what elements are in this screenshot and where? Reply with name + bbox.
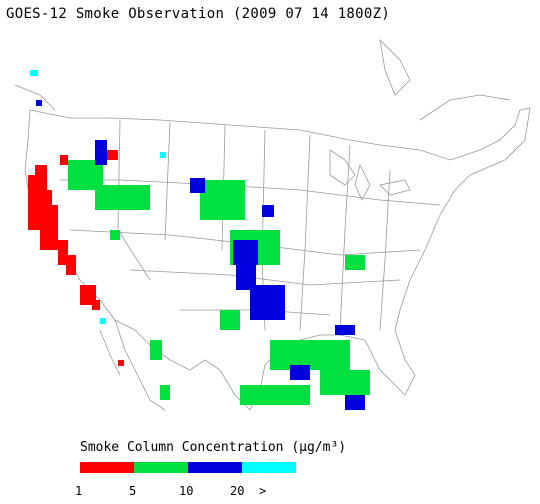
legend-tick: > <box>259 484 267 498</box>
legend-title: Smoke Column Concentration (μg/m³) <box>80 440 347 455</box>
smoke-overlay <box>28 70 370 410</box>
legend-tick: 10 <box>179 484 194 498</box>
legend-color-bar <box>80 462 296 473</box>
legend-tick: 1 <box>75 484 83 498</box>
map-title: GOES-12 Smoke Observation (2009 07 14 18… <box>6 6 391 22</box>
legend-swatch-red <box>80 462 134 473</box>
legend-tick: 20 <box>230 484 245 498</box>
legend-tick: 5 <box>129 484 137 498</box>
legend-swatch-blue <box>188 462 242 473</box>
legend-swatch-cyan <box>242 462 296 473</box>
smoke-map <box>14 38 531 411</box>
legend-swatch-green <box>134 462 188 473</box>
